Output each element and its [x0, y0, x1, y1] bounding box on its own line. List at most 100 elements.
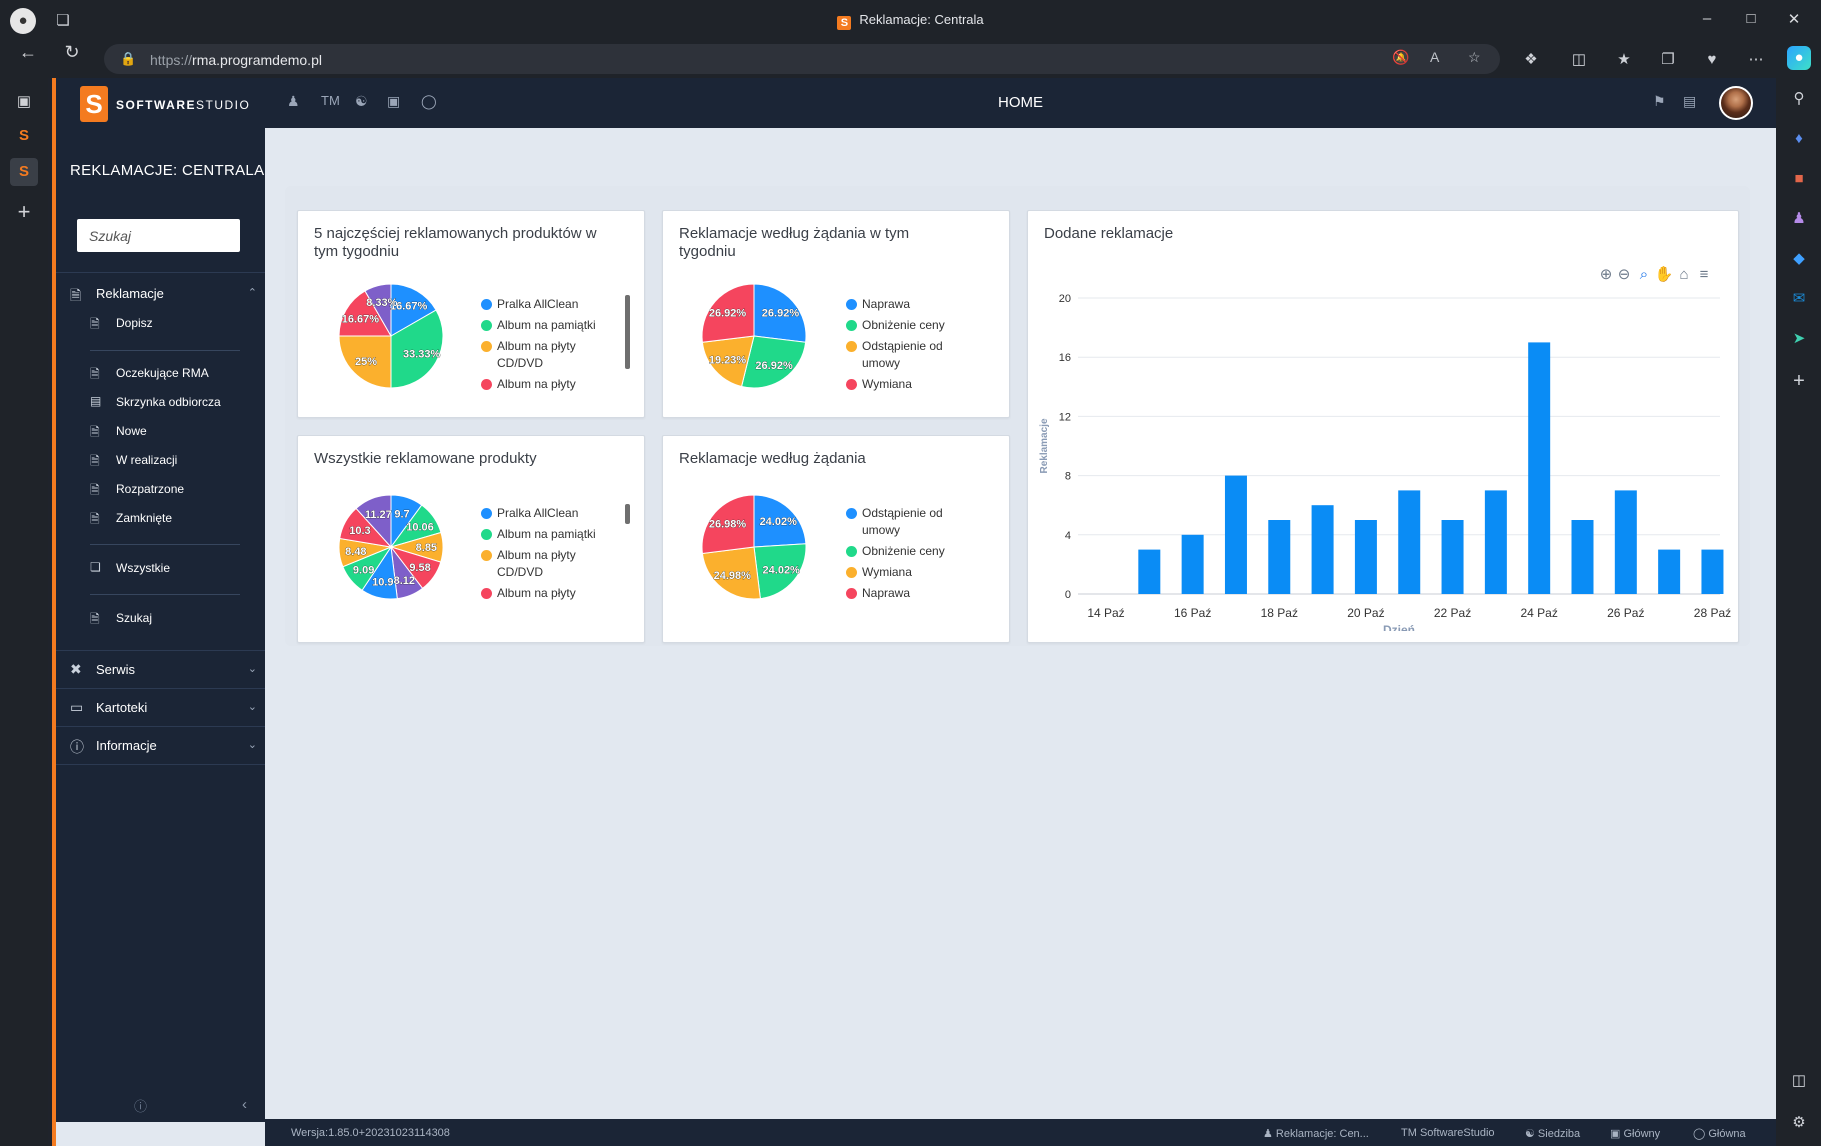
favorite-star-icon[interactable]: ☆	[1468, 49, 1481, 65]
zoom-selection-icon[interactable]: ⌕	[1640, 266, 1648, 283]
warehouse-icon[interactable]: ▣	[387, 93, 401, 109]
browser-essentials-icon[interactable]: ♥	[1707, 51, 1717, 68]
refresh-icon[interactable]: ↻	[64, 42, 80, 62]
sidebar-item-w-realizacji[interactable]: 🗎 W realizacji	[56, 447, 265, 473]
settings-gear-icon[interactable]: ⚙	[1792, 1114, 1806, 1131]
legend-item[interactable]: Album na płyty CD/DVD z eleganckq	[481, 376, 606, 396]
status-company[interactable]: TM SoftwareStudio	[1401, 1127, 1495, 1139]
sidebar-item-nowe[interactable]: 🗎 Nowe	[56, 418, 265, 444]
sidebar-item-skrzynka[interactable]: ▤ Skrzynka odbiorcza	[56, 389, 265, 415]
chart-menu-icon[interactable]: ≡	[1700, 266, 1709, 283]
legend-item[interactable]: Odstąpienie od umowy	[846, 338, 971, 372]
legend-item[interactable]: Album na pamiątki	[481, 317, 606, 334]
item-label: Skrzynka odbiorcza	[116, 395, 221, 409]
tm-link[interactable]: TM	[321, 93, 340, 108]
pie-slice	[338, 290, 392, 337]
sidebar-section-kartoteki[interactable]: ▭ Kartoteki ⌄	[56, 690, 265, 726]
tools-briefcase-icon[interactable]: ■	[1794, 170, 1804, 187]
back-icon[interactable]: ←	[19, 42, 37, 62]
users-icon[interactable]: ♟	[287, 93, 300, 109]
org-structure-icon[interactable]: ☯	[355, 93, 368, 109]
sidebar-item-dopisz[interactable]: 🗎 Dopisz	[56, 310, 265, 336]
mute-icon[interactable]: 🔕	[1392, 49, 1410, 65]
pan-hand-icon[interactable]: ✋	[1655, 265, 1674, 283]
extensions-icon[interactable]: ❖	[1524, 51, 1538, 68]
outlook-icon[interactable]: ✉	[1792, 290, 1806, 307]
shopping-tag-icon[interactable]: ♦	[1795, 130, 1803, 147]
minimize-button[interactable]: –	[1702, 10, 1712, 27]
sidebar-item-oczekujace[interactable]: 🗎 Oczekujące RMA	[56, 360, 265, 386]
drop-icon[interactable]: ➤	[1792, 330, 1806, 347]
sidebar-section-informacje[interactable]: ⓘ Informacje ⌄	[56, 728, 265, 764]
collapse-sidebar-icon[interactable]: ‹	[242, 1096, 247, 1113]
legend-item[interactable]: Wymiana	[846, 376, 971, 393]
pie-data-label: 9.09	[353, 564, 374, 576]
legend-item[interactable]: Album na pamiątki	[481, 526, 606, 543]
browser-vertical-tabs: ▣ S S +	[0, 78, 48, 1146]
status-warehouse[interactable]: ▣ Główny	[1610, 1127, 1660, 1140]
flag-icon[interactable]: ⚑	[1653, 93, 1666, 109]
more-menu-icon[interactable]: ⋯	[1748, 51, 1764, 68]
avatar[interactable]	[1719, 86, 1753, 120]
pie-data-label: 26.92%	[709, 308, 747, 320]
games-icon[interactable]: ♟	[1792, 210, 1806, 227]
add-sidebar-icon[interactable]: +	[1793, 370, 1805, 392]
sidebar-section-reklamacje[interactable]: 🗎 Reklamacje ⌃	[56, 276, 265, 312]
maximize-button[interactable]: □	[1746, 10, 1756, 27]
y-tick-label: 0	[1065, 589, 1071, 601]
sidebar-footer: ⓘ ‹	[56, 1096, 265, 1120]
legend-item[interactable]: Naprawa	[846, 585, 971, 602]
status-branch[interactable]: ☯ Siedziba	[1525, 1127, 1580, 1140]
favorites-icon[interactable]: ★	[1617, 51, 1631, 68]
zoom-in-icon[interactable]: ⊕	[1600, 266, 1613, 283]
close-button[interactable]: ✕	[1787, 11, 1801, 28]
tab-softwarestudio-2[interactable]: S	[10, 158, 38, 186]
legend-item[interactable]: Pralka AllClean	[481, 505, 606, 522]
contact-card-icon[interactable]: ▤	[1683, 93, 1697, 109]
split-screen-icon[interactable]: ◫	[1571, 51, 1587, 68]
legend-scrollbar[interactable]	[625, 504, 630, 524]
pie-data-label: 8.33%	[366, 297, 397, 309]
legend-item[interactable]: Album na płyty CD/DVD z eleganckq	[481, 585, 606, 605]
status-main[interactable]: ◯ Główna	[1693, 1127, 1746, 1140]
sidebar-item-szukaj[interactable]: 🗎 Szukaj	[56, 605, 265, 631]
url-bar[interactable]: 🔒 https://rma.programdemo.pl 🔕 A ☆	[104, 44, 1500, 74]
card-title: 5 najczęściej reklamowanych produktów w …	[314, 225, 597, 260]
profile-icon[interactable]: ●	[10, 8, 36, 34]
legend-item[interactable]: Naprawa	[846, 296, 971, 313]
legend-item[interactable]: Wymiana	[846, 564, 971, 581]
circle-icon[interactable]: ◯	[421, 93, 437, 109]
reset-home-icon[interactable]: ⌂	[1679, 266, 1688, 283]
status-module[interactable]: ♟ Reklamacje: Cen...	[1263, 1127, 1369, 1140]
workspaces-icon[interactable]: ❏	[56, 12, 70, 29]
hide-sidebar-icon[interactable]: ◫	[1791, 1072, 1807, 1089]
read-aloud-icon[interactable]: A	[1430, 49, 1440, 65]
legend-item[interactable]: Obniżenie ceny	[846, 543, 971, 560]
legend-item[interactable]: Pralka AllClean	[481, 296, 606, 313]
sidebar-item-rozpatrzone[interactable]: 🗎 Rozpatrzone	[56, 476, 265, 502]
chart-legend: Pralka AllClean Album na pamiątki Album na…	[481, 296, 606, 396]
url-text[interactable]: https://rma.programdemo.pl	[150, 52, 322, 68]
pie-slice	[753, 494, 807, 548]
chart-legend: Pralka AllClean Album na pamiątki Album na…	[481, 505, 606, 605]
chevron-down-icon: ⌄	[247, 663, 257, 675]
tab-softwarestudio-1[interactable]: S	[18, 127, 29, 144]
sidebar-item-zamkniete[interactable]: 🗎 Zamknięte	[56, 505, 265, 531]
help-icon[interactable]: ⓘ	[134, 1099, 148, 1114]
copilot-sidebar-icon[interactable]: ◆	[1793, 250, 1805, 267]
legend-item[interactable]: Album na płyty CD/DVD	[481, 338, 606, 372]
collections-icon[interactable]: ❐	[1661, 51, 1675, 68]
legend-item[interactable]: Obniżenie ceny	[846, 317, 971, 334]
new-tab-icon[interactable]: +	[17, 199, 31, 224]
search-icon[interactable]: ⚲	[1793, 90, 1805, 107]
legend-item[interactable]: Album na płyty CD/DVD	[481, 547, 606, 581]
legend-scrollbar[interactable]	[625, 295, 630, 369]
tab-actions-icon[interactable]: ▣	[16, 93, 32, 110]
sidebar-item-wszystkie[interactable]: ❏ Wszystkie	[56, 555, 265, 581]
legend-item[interactable]: Odstąpienie od umowy	[846, 505, 971, 539]
zoom-out-icon[interactable]: ⊖	[1618, 266, 1631, 283]
copilot-icon[interactable]: ●	[1787, 46, 1811, 70]
pie-data-label: 26.98%	[709, 519, 747, 531]
sidebar-search-input[interactable]	[77, 219, 240, 252]
sidebar-section-serwis[interactable]: ✖ Serwis ⌄	[56, 652, 265, 688]
